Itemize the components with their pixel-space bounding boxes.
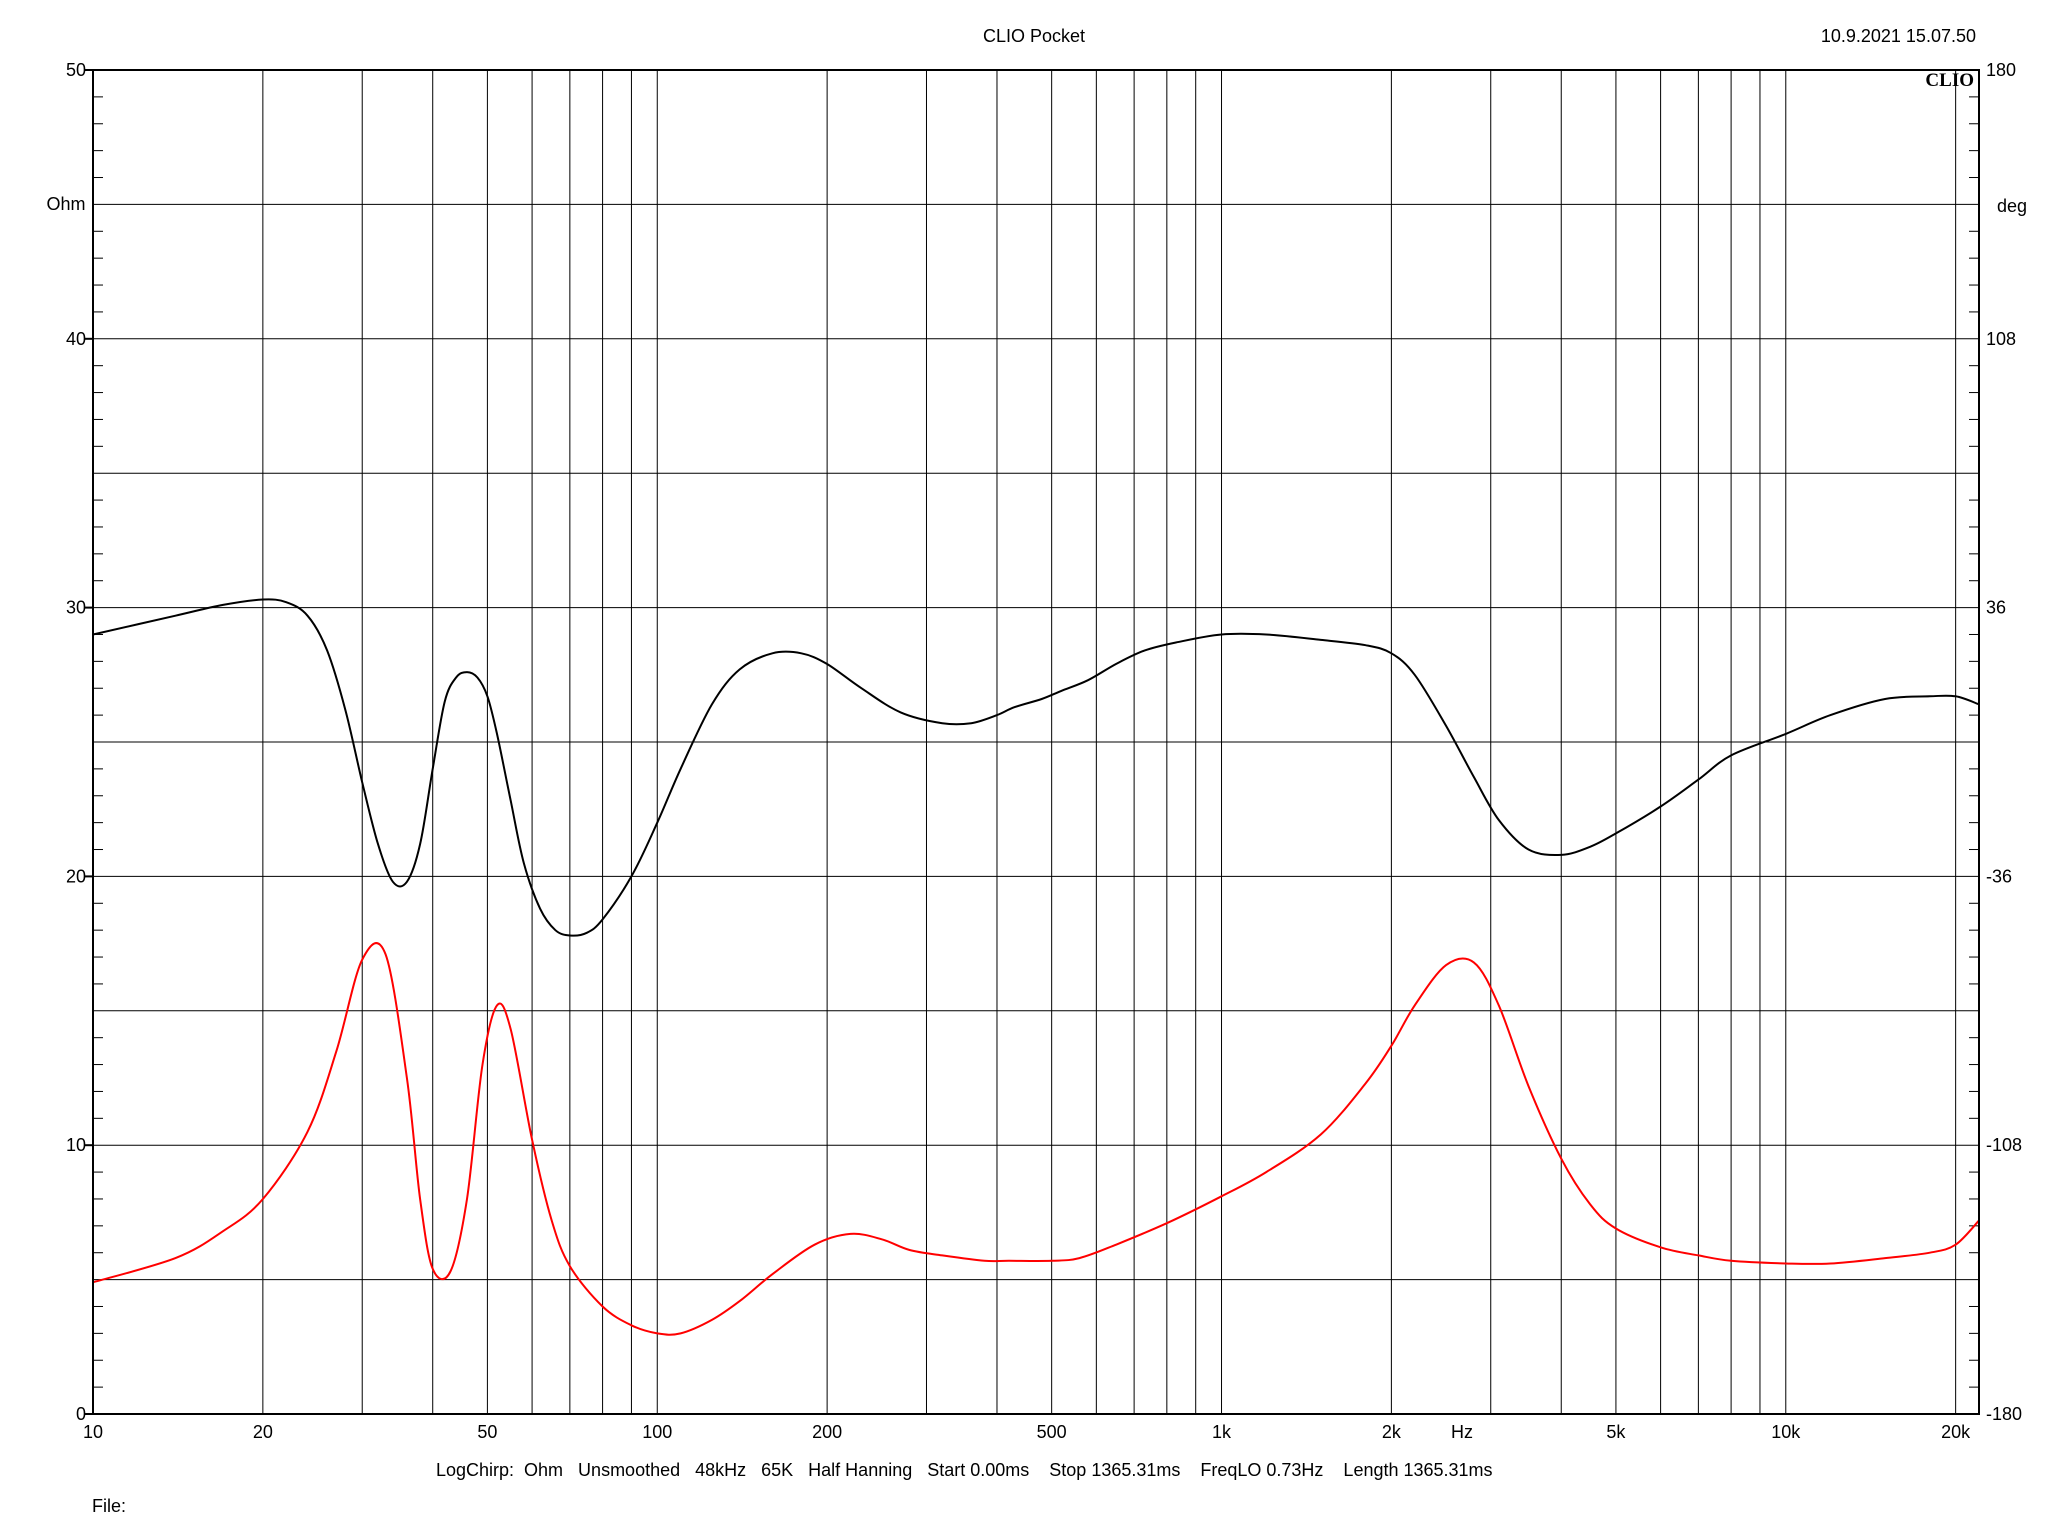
y-left-tick-label: 40 [66, 329, 86, 349]
grid [93, 70, 1979, 1414]
clio-logo: CLIO [1925, 70, 1974, 91]
axis-ticks [85, 69, 1979, 1415]
phase-series-line [92, 598, 1980, 937]
x-tick-labels: 10 20 50 100 200 500 1k 2k 5k 10k 20k [83, 1422, 1971, 1442]
x-tick-label: 50 [477, 1422, 497, 1442]
magnitude-series-line [92, 942, 1980, 1336]
x-unit-label: Hz [1451, 1422, 1473, 1442]
chart-title: CLIO Pocket [983, 26, 1085, 46]
y-right-unit-label: deg [1997, 196, 2027, 216]
y-right-tick-label: 36 [1986, 598, 2006, 618]
x-tick-label: 10k [1771, 1422, 1801, 1442]
x-tick-label: 20k [1941, 1422, 1971, 1442]
y-right-tick-label: -180 [1986, 1404, 2022, 1424]
y-right-tick-label: 108 [1986, 329, 2016, 349]
y-left-tick-labels: 0 10 20 30 40 50 [66, 60, 86, 1424]
y-right-tick-labels: -180 -108 -36 36 108 180 [1986, 60, 2022, 1424]
measurement-settings: LogChirp: Ohm Unsmoothed 48kHz 65K Half … [436, 1460, 1493, 1480]
y-left-tick-label: 20 [66, 866, 86, 886]
y-left-unit-label: Ohm [46, 194, 85, 214]
x-tick-label: 5k [1606, 1422, 1626, 1442]
timestamp: 10.9.2021 15.07.50 [1821, 26, 1976, 46]
x-tick-label: 10 [83, 1422, 103, 1442]
y-right-tick-label: -108 [1986, 1135, 2022, 1155]
y-right-tick-label: 180 [1986, 60, 2016, 80]
y-left-tick-label: 10 [66, 1135, 86, 1155]
x-tick-label: 20 [253, 1422, 273, 1442]
x-tick-label: 1k [1212, 1422, 1232, 1442]
y-left-tick-label: 0 [76, 1404, 86, 1424]
x-tick-label: 500 [1037, 1422, 1067, 1442]
x-tick-label: 100 [642, 1422, 672, 1442]
y-right-tick-label: -36 [1986, 866, 2012, 886]
plot-frame [92, 69, 1980, 1415]
file-label: File: [92, 1496, 127, 1516]
x-tick-label: 200 [812, 1422, 842, 1442]
y-left-tick-label: 30 [66, 598, 86, 618]
y-left-tick-label: 50 [66, 60, 86, 80]
x-tick-label: 2k [1382, 1422, 1402, 1442]
